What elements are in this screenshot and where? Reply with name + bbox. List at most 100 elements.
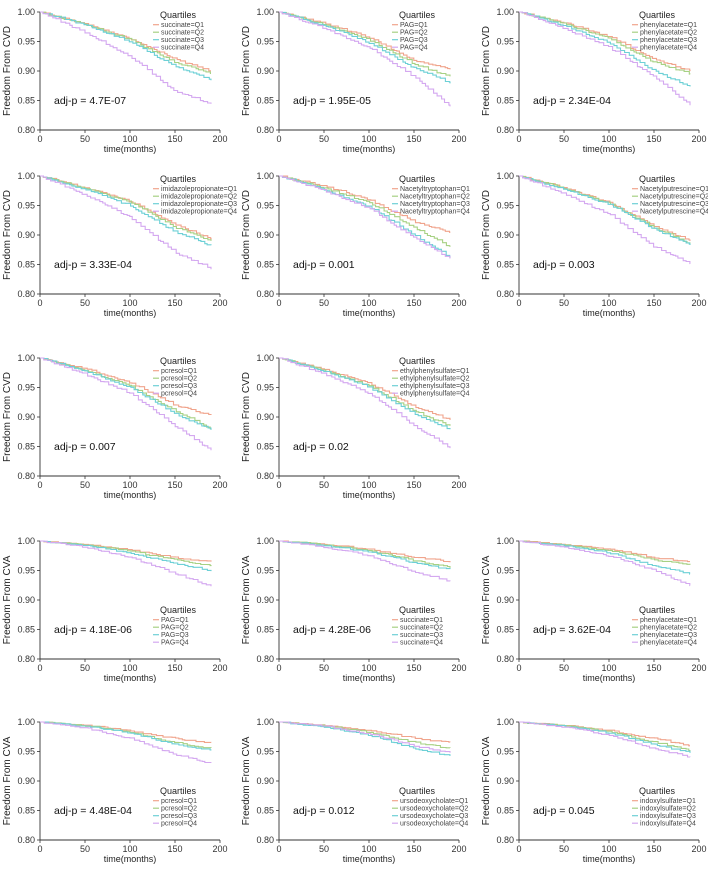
y-tick-label: 1.00 <box>256 353 274 363</box>
y-tick-label: 0.90 <box>496 230 514 240</box>
x-tick-label: 100 <box>601 663 616 673</box>
legend-label: Nacetyltryptophan=Q1 <box>400 186 470 193</box>
legend-label: indoxylsulfate=Q3 <box>640 813 696 820</box>
legend-label: phenylacetate=Q4 <box>640 45 697 52</box>
adj-p-annotation: adj-p = 0.045 <box>533 805 595 817</box>
km-curve-q4 <box>279 540 451 582</box>
y-tick-label: 0.90 <box>17 230 35 240</box>
y-tick-label: 0.85 <box>256 806 274 816</box>
x-tick-label: 100 <box>601 844 616 854</box>
y-axis-label: Freedom From CVA <box>241 555 252 644</box>
y-tick-label: 0.80 <box>17 471 35 481</box>
y-tick-label: 0.85 <box>256 625 274 635</box>
y-axis-label: Freedom From CVD <box>2 26 13 116</box>
km-curve-q1 <box>519 540 690 563</box>
y-tick-label: 0.80 <box>17 125 35 135</box>
legend-label: Nacetylputrescine=Q4 <box>640 209 708 216</box>
x-tick-label: 0 <box>516 298 521 308</box>
legend-label: phenylacetate=Q1 <box>640 22 697 29</box>
km-curve-q4 <box>279 11 451 107</box>
legend-title: Quartiles <box>160 605 197 615</box>
legend-label: Nacetylputrescine=Q1 <box>640 186 708 193</box>
legend-label: succinate=Q4 <box>400 640 443 647</box>
km-curve-q4 <box>519 540 691 587</box>
x-tick-label: 200 <box>212 663 227 673</box>
legend-label: phenylacetate=Q2 <box>640 30 697 37</box>
x-tick-label: 50 <box>319 663 329 673</box>
km-curve-q2 <box>40 721 212 749</box>
legend-title: Quartiles <box>399 605 436 615</box>
x-tick-label: 50 <box>80 134 90 144</box>
y-tick-label: 0.90 <box>17 412 35 422</box>
x-tick-label: 100 <box>122 663 137 673</box>
legend-label: succinate=Q3 <box>400 632 443 639</box>
km-curve-q3 <box>519 721 691 753</box>
x-tick-label: 50 <box>319 298 329 308</box>
legend-label: ethylphenylsulfate=Q2 <box>400 376 470 383</box>
adj-p-annotation: adj-p = 0.012 <box>293 805 355 817</box>
y-tick-label: 0.90 <box>256 412 274 422</box>
legend-label: ethylphenylsulfate=Q1 <box>400 368 470 375</box>
legend-label: phenylacetate=Q3 <box>640 632 697 639</box>
y-tick-label: 0.95 <box>496 37 514 47</box>
y-tick-label: 1.00 <box>496 536 514 546</box>
y-tick-label: 0.90 <box>17 776 35 786</box>
y-tick-label: 0.80 <box>496 289 514 299</box>
km-curve-q4 <box>279 175 451 259</box>
legend-label: PAG=Q4 <box>400 45 428 52</box>
km-curve-q2 <box>279 175 451 247</box>
legend-label: PAG=Q2 <box>161 625 189 632</box>
km-panel-4: 0.80 0.85 0.90 0.95 1.00 0 50 100 150 200 time(mon… <box>2 171 237 318</box>
y-tick-label: 0.80 <box>256 125 274 135</box>
y-tick-label: 1.00 <box>256 171 274 181</box>
km-panel-10: 0.80 0.85 0.90 0.95 1.00 0 50 100 150 200 time(mon… <box>241 536 467 683</box>
adj-p-annotation: adj-p = 4.18E-06 <box>54 624 132 636</box>
legend-label: Nacetylputrescine=Q3 <box>640 201 708 208</box>
y-tick-label: 0.80 <box>496 835 514 845</box>
legend-label: phenylacetate=Q4 <box>640 640 697 647</box>
y-axis-label: Freedom From CVA <box>241 736 252 825</box>
x-tick-label: 150 <box>167 663 182 673</box>
km-curve-q1 <box>279 11 451 70</box>
x-tick-label: 0 <box>276 480 281 490</box>
legend-label: PAG=Q1 <box>400 22 428 29</box>
x-tick-label: 200 <box>451 134 466 144</box>
x-tick-label: 200 <box>451 844 466 854</box>
km-curve-q2 <box>40 540 212 567</box>
y-axis-label: Freedom From CVD <box>481 190 492 280</box>
adj-p-annotation: adj-p = 3.62E-04 <box>533 624 611 636</box>
x-tick-label: 0 <box>516 663 521 673</box>
x-axis-label: time(months) <box>104 308 157 318</box>
legend-label: ethylphenylsulfate=Q4 <box>400 391 470 398</box>
y-axis-label: Freedom From CVD <box>241 26 252 116</box>
legend-label: Nacetyltryptophan=Q4 <box>400 209 470 216</box>
legend-label: ursodeoxycholate=Q3 <box>400 813 468 820</box>
x-tick-label: 0 <box>276 298 281 308</box>
x-axis-label: time(months) <box>104 673 157 683</box>
y-tick-label: 0.90 <box>496 776 514 786</box>
x-axis-label: time(months) <box>104 854 157 864</box>
x-tick-label: 100 <box>361 663 376 673</box>
x-tick-label: 50 <box>80 480 90 490</box>
y-tick-label: 0.85 <box>256 442 274 452</box>
x-tick-label: 50 <box>559 298 569 308</box>
x-tick-label: 150 <box>646 663 661 673</box>
y-axis-label: Freedom From CVA <box>2 736 13 825</box>
legend-label: PAG=Q2 <box>400 30 428 37</box>
x-tick-label: 100 <box>361 134 376 144</box>
legend-title: Quartiles <box>160 174 197 184</box>
legend-label: phenylacetate=Q1 <box>640 617 697 624</box>
km-panel-14: 0.80 0.85 0.90 0.95 1.00 0 50 100 150 200 time(mon… <box>481 717 707 864</box>
legend-label: ursodeoxycholate=Q4 <box>400 821 468 828</box>
y-tick-label: 0.85 <box>17 806 35 816</box>
y-tick-label: 0.85 <box>496 806 514 816</box>
km-panel-11: 0.80 0.85 0.90 0.95 1.00 0 50 100 150 200 time(mon… <box>481 536 707 683</box>
legend-label: succinate=Q3 <box>161 37 204 44</box>
y-tick-label: 0.80 <box>17 835 35 845</box>
legend-label: imidazolepropionate=Q3 <box>161 201 237 208</box>
y-tick-label: 0.95 <box>256 566 274 576</box>
km-curve-q2 <box>279 357 451 426</box>
x-tick-label: 100 <box>122 298 137 308</box>
y-tick-label: 0.90 <box>17 66 35 76</box>
y-axis-label: Freedom From CVD <box>481 26 492 116</box>
